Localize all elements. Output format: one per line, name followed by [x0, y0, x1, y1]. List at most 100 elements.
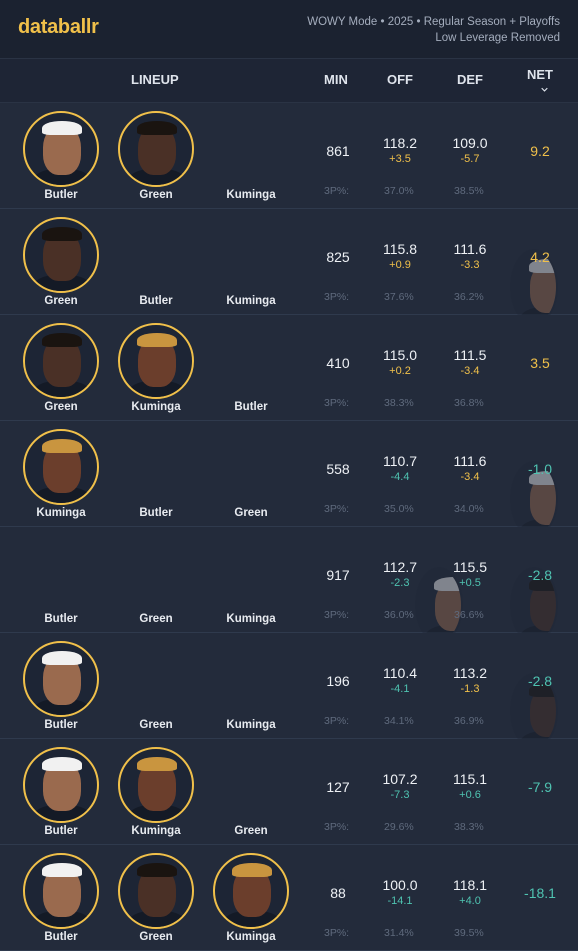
player-name: Butler [44, 825, 78, 837]
def-three-pct: 39.5% [454, 927, 484, 939]
table-row[interactable]: Butler Green Kuminga 88 100.0 -14.1 118.… [0, 845, 578, 951]
off-three-pct: 35.0% [384, 503, 414, 515]
player-name: Butler [139, 507, 173, 519]
mode-info: WOWY Mode • 2025 • Regular Season + Play… [307, 14, 560, 46]
player-name: Green [139, 931, 173, 943]
table-row[interactable]: Green Butler Kuminga 825 115.8 +0.9 111.… [0, 209, 578, 325]
player-name: Green [44, 401, 78, 413]
three-pct-label: 3P%: [324, 397, 350, 409]
def-three-pct: 36.6% [454, 609, 484, 621]
off-rating: 112.7 [383, 559, 417, 575]
avatar-shoulders [223, 911, 281, 927]
databallr-logo[interactable]: databallr [18, 16, 99, 38]
minutes-value: 861 [326, 143, 350, 159]
table-row[interactable]: Butler Green Kuminga 861 118.2 +3.5 109.… [0, 103, 578, 209]
def-rating: 111.6 [453, 241, 487, 257]
avatar-shoulders [33, 487, 91, 503]
def-delta: -1.3 [460, 683, 480, 695]
leverage-line: Low Leverage Removed [435, 32, 560, 44]
table-row[interactable]: Butler Green Kuminga 196 110.4 -4.1 113.… [0, 633, 578, 749]
three-pct-label: 3P%: [324, 503, 350, 515]
avatar-face [530, 687, 556, 737]
table-row[interactable]: Kuminga Butler Green 558 110.7 -4.4 111.… [0, 421, 578, 537]
avatar-hair [42, 439, 82, 453]
net-header[interactable]: NET [527, 67, 553, 82]
off-three-pct: 31.4% [384, 927, 414, 939]
three-pct-label: 3P%: [324, 291, 350, 303]
minutes-value: 917 [326, 567, 350, 583]
table-header: LINEUP MIN OFF DEF NET [0, 59, 578, 103]
player-name: Kuminga [226, 295, 276, 307]
player-avatar [23, 323, 99, 399]
player-kuminga: Kuminga [118, 323, 194, 413]
avatar-hair [42, 757, 82, 771]
table-row[interactable]: Butler Kuminga Green 127 107.2 -7.3 115.… [0, 739, 578, 845]
def-header[interactable]: DEF [457, 72, 483, 87]
avatar-hair [42, 333, 82, 347]
def-rating: 111.6 [453, 453, 487, 469]
off-delta: -4.4 [390, 471, 410, 483]
def-delta: +4.0 [459, 895, 481, 907]
net-rating: -7.9 [527, 779, 553, 795]
player-avatar [23, 111, 99, 187]
avatar-hair [434, 577, 461, 591]
three-pct-label: 3P%: [324, 715, 350, 727]
avatar-hair [137, 757, 177, 771]
avatar-hair [137, 333, 177, 347]
avatar-shoulders [33, 275, 91, 291]
off-three-pct: 29.6% [384, 821, 414, 833]
avatar-face [530, 263, 556, 313]
off-three-pct: 37.6% [384, 291, 414, 303]
player-kuminga: Kuminga [23, 429, 99, 519]
three-pct-label: 3P%: [324, 821, 350, 833]
off-rating: 107.2 [382, 771, 418, 787]
avatar-face [530, 581, 556, 631]
player-green: Green [213, 747, 289, 837]
player-green: Green [118, 111, 194, 201]
player-name: Kuminga [131, 401, 181, 413]
player-avatar [415, 567, 463, 643]
off-three-pct: 34.1% [384, 715, 414, 727]
avatar-shoulders [128, 805, 186, 821]
net-rating: -2.8 [527, 567, 553, 583]
player-name: Kuminga [36, 507, 86, 519]
def-delta: -5.7 [460, 153, 480, 165]
off-header[interactable]: OFF [387, 72, 413, 87]
player-name: Kuminga [131, 825, 181, 837]
player-butler: Butler [118, 217, 558, 325]
avatar-hair [137, 863, 177, 877]
player-kuminga: Kuminga [213, 641, 289, 731]
player-avatar [118, 111, 194, 187]
def-delta: -3.4 [460, 471, 480, 483]
player-name: Butler [44, 931, 78, 943]
off-three-pct: 37.0% [384, 185, 414, 197]
player-name: Green [44, 295, 78, 307]
table-row[interactable]: Green Kuminga Butler 410 115.0 +0.2 111.… [0, 315, 578, 421]
min-header[interactable]: MIN [324, 72, 348, 87]
avatar-shoulders [33, 169, 91, 185]
player-butler: Butler [23, 111, 99, 201]
sort-chevron-down-icon[interactable] [541, 86, 548, 93]
player-avatar [213, 853, 289, 929]
off-rating: 115.0 [383, 347, 417, 363]
avatar-shoulders [33, 805, 91, 821]
off-delta: +0.2 [389, 365, 411, 377]
def-rating: 118.1 [453, 877, 487, 893]
player-kuminga: Kuminga [213, 217, 289, 307]
table-row[interactable]: Butler Green Kuminga 917 112.7 -2.3 115.… [0, 527, 578, 643]
def-rating: 109.0 [452, 135, 488, 151]
off-three-pct: 38.3% [384, 397, 414, 409]
def-rating: 115.5 [453, 559, 487, 575]
def-delta: -3.3 [460, 259, 480, 271]
def-three-pct: 38.5% [454, 185, 484, 197]
def-rating: 115.1 [453, 771, 487, 787]
off-rating: 100.0 [382, 877, 418, 893]
player-butler: Butler [118, 429, 558, 537]
player-name: Butler [44, 719, 78, 731]
avatar-hair [529, 259, 556, 273]
def-delta: -3.4 [460, 365, 480, 377]
player-green: Green [23, 217, 99, 307]
player-butler: Butler [23, 535, 463, 643]
minutes-value: 825 [326, 249, 350, 265]
avatar-shoulders [33, 381, 91, 397]
